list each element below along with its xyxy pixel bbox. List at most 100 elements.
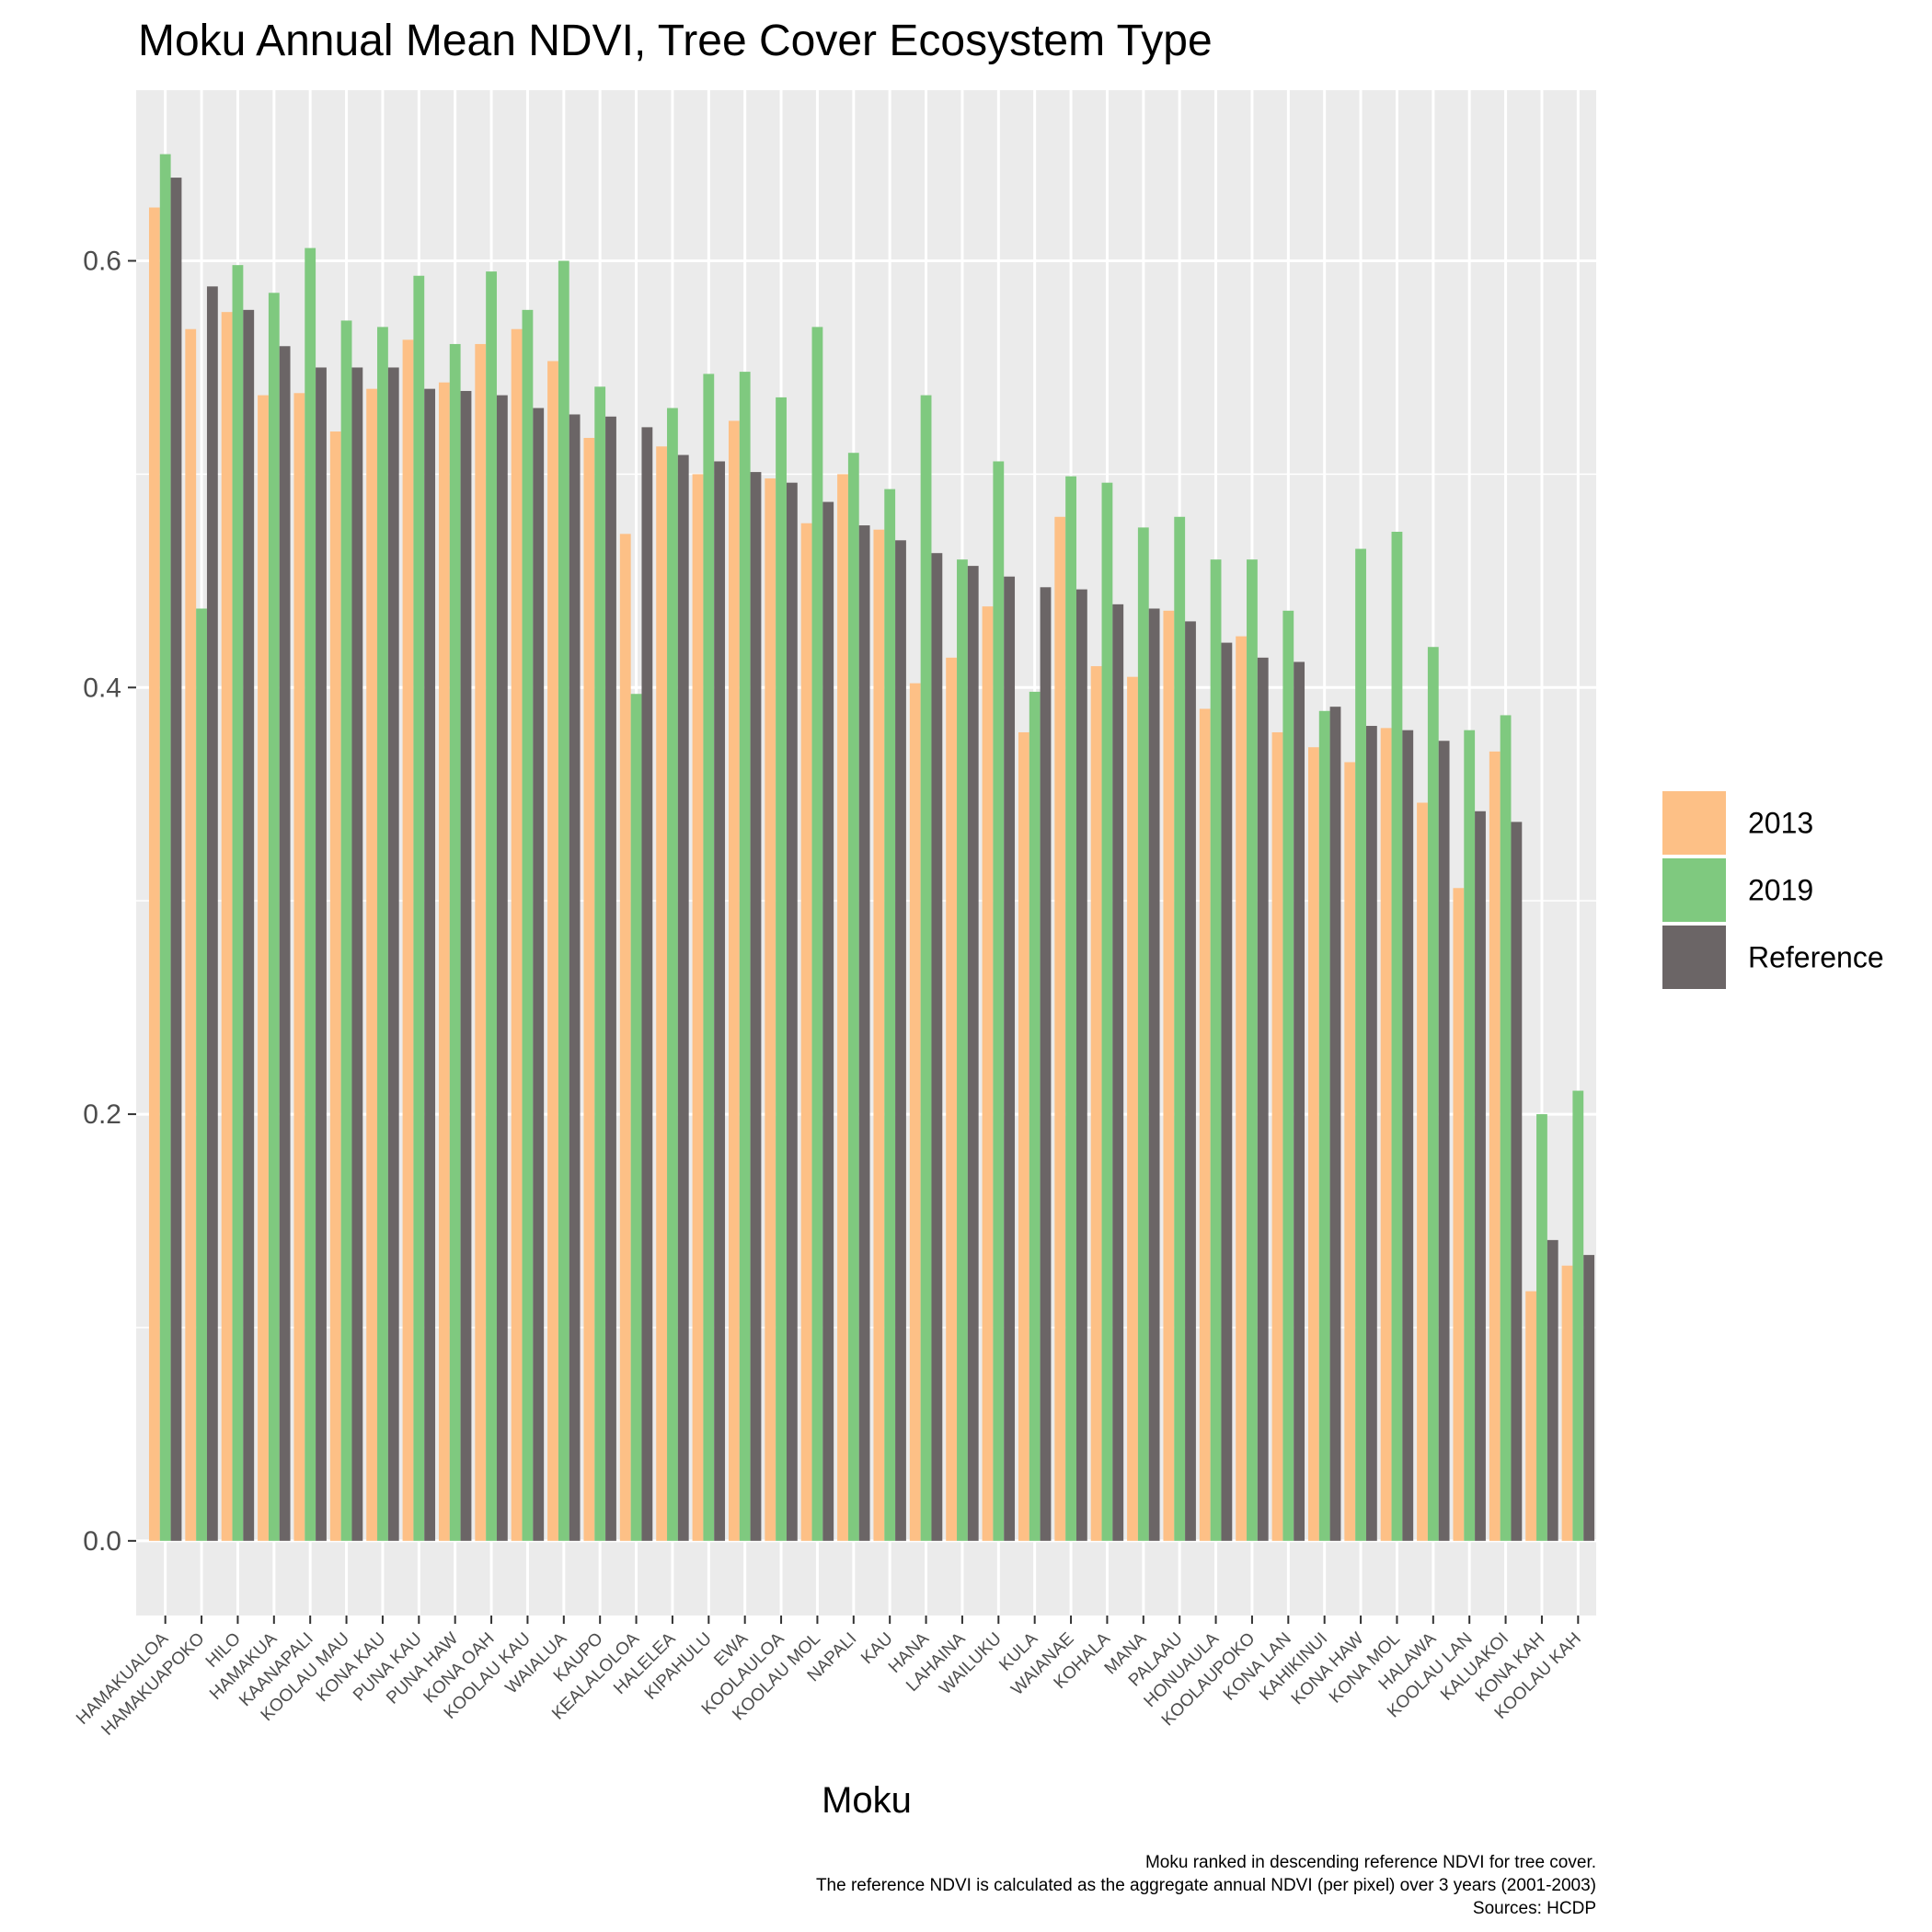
y-tick-label: 0.6 (83, 247, 121, 277)
bar-reference-kona-kah (1547, 1239, 1558, 1541)
bar-2013-kona-kau (366, 388, 378, 1541)
bar-2013-kipahulu (692, 474, 704, 1541)
bar-2013-koolaupoko (1236, 636, 1248, 1541)
bar-reference-kona-kau (387, 367, 399, 1541)
bar-reference-hamakua (279, 346, 291, 1541)
bar-2019-hilo (232, 265, 244, 1541)
bar-reference-koolaupoko (1257, 657, 1269, 1541)
bar-2013-napali (837, 474, 848, 1541)
bar-reference-kula (1040, 587, 1052, 1541)
bar-2013-mana (1127, 676, 1138, 1541)
bar-2013-ewa (728, 420, 740, 1541)
y-tick-label: 0.4 (83, 673, 121, 703)
bar-2013-hamakua (258, 395, 269, 1541)
bar-2019-waianae (1065, 476, 1076, 1541)
bar-reference-koolau-mol (822, 501, 834, 1541)
legend-label: Reference (1748, 941, 1884, 974)
bar-2013-honuaula (1199, 708, 1211, 1541)
bar-2013-puna-haw (438, 382, 450, 1541)
bar-2019-ewa (739, 372, 751, 1541)
y-axis: 0.0 0.2 0.4 0.6 (83, 247, 136, 1557)
bar-reference-kona-mol (1402, 730, 1414, 1541)
caption: Moku ranked in descending reference NDVI… (816, 1853, 1596, 1918)
bar-reference-waialua (569, 414, 581, 1541)
bar-2013-koolau-kah (1561, 1265, 1573, 1541)
caption-line: The reference NDVI is calculated as the … (816, 1876, 1596, 1895)
bar-reference-halelea (677, 454, 689, 1541)
caption-line: Moku ranked in descending reference NDVI… (1145, 1853, 1596, 1872)
bar-2019-puna-kau (413, 275, 425, 1541)
legend-label: 2019 (1748, 874, 1813, 907)
bar-2013-lahaina (946, 657, 958, 1541)
bar-2019-kona-kau (377, 327, 388, 1541)
bar-2019-honuaula (1210, 559, 1222, 1541)
bar-reference-kau (895, 540, 906, 1541)
bar-2019-kaluakoi (1500, 715, 1512, 1541)
bar-2019-kau (884, 489, 896, 1541)
bar-2013-waialua (547, 361, 558, 1541)
bar-2019-koolauloa (776, 397, 787, 1541)
bar-reference-halawa (1438, 741, 1450, 1541)
bar-reference-honuaula (1221, 642, 1233, 1541)
bar-2019-kaupo (594, 386, 606, 1541)
bar-2013-kealaloloa (619, 534, 631, 1541)
bar-reference-kohala (1112, 604, 1124, 1541)
bar-2013-koolauloa (765, 478, 776, 1541)
bar-reference-wailuku (1004, 576, 1016, 1541)
legend-swatch-2013 (1662, 791, 1726, 855)
bar-2019-hamakua (268, 293, 280, 1541)
bar-2013-kona-lan (1271, 731, 1283, 1541)
caption-line: Sources: HCDP (1473, 1899, 1596, 1918)
bar-2013-hamakuapoko (185, 328, 197, 1541)
bar-2013-kaluakoi (1489, 751, 1501, 1541)
bar-2013-kona-kah (1525, 1291, 1537, 1541)
bar-2019-palaau (1174, 516, 1186, 1541)
bar-2013-hamakualoa (148, 207, 160, 1541)
bar-2019-kahikinui (1318, 710, 1330, 1541)
bar-reference-koolauloa (786, 482, 798, 1541)
bar-reference-kaupo (605, 416, 616, 1541)
bar-2013-kona-oah (475, 343, 487, 1541)
bars (148, 154, 1595, 1541)
y-tick-label: 0.2 (83, 1099, 121, 1130)
bar-reference-koolau-kau (533, 408, 545, 1541)
bar-2019-halelea (667, 408, 678, 1541)
bar-2019-kealaloloa (630, 694, 642, 1541)
bar-2013-wailuku (982, 606, 994, 1541)
bar-reference-koolau-kah (1583, 1255, 1595, 1541)
bar-reference-kona-oah (496, 395, 508, 1541)
bar-2019-kona-mol (1391, 532, 1403, 1541)
bar-2013-hana (909, 683, 921, 1541)
bar-2013-kona-haw (1344, 762, 1356, 1541)
bar-reference-ewa (750, 472, 762, 1541)
bar-reference-puna-haw (460, 390, 472, 1541)
x-axis: HAMAKUALOAHAMAKUAPOKOHILOHAMAKUAKAANAPAL… (73, 1616, 1585, 1740)
bar-reference-koolau-mau (351, 367, 363, 1541)
bar-2019-kona-lan (1282, 610, 1294, 1541)
bar-reference-palaau (1185, 621, 1196, 1541)
bar-reference-kona-haw (1365, 726, 1377, 1541)
bar-2019-kona-haw (1355, 548, 1366, 1541)
bar-2019-koolau-kau (522, 309, 534, 1541)
bar-2013-kau (873, 529, 885, 1541)
bar-2013-hilo (221, 312, 233, 1541)
bar-reference-puna-kau (424, 388, 436, 1541)
bar-2013-waianae (1054, 516, 1066, 1541)
bar-2019-kona-oah (486, 271, 497, 1541)
bar-2019-kipahulu (703, 374, 715, 1541)
bar-2013-kohala (1090, 666, 1102, 1541)
bar-2019-hamakuapoko (196, 608, 207, 1541)
chart-title: Moku Annual Mean NDVI, Tree Cover Ecosys… (138, 17, 1213, 65)
bar-2019-koolaupoko (1247, 559, 1258, 1541)
bar-reference-hilo (243, 309, 255, 1541)
bar-reference-kona-lan (1294, 661, 1305, 1541)
bar-2019-hana (920, 395, 932, 1541)
bar-2013-kula (1018, 731, 1029, 1541)
bar-2013-puna-kau (402, 339, 414, 1541)
bar-2019-koolau-mol (811, 327, 823, 1541)
bar-reference-hana (931, 553, 943, 1541)
legend: 2013 2019 Reference (1661, 789, 1884, 991)
bar-2019-napali (847, 453, 859, 1541)
bar-reference-kipahulu (714, 461, 726, 1541)
legend-swatch-reference (1662, 926, 1726, 989)
